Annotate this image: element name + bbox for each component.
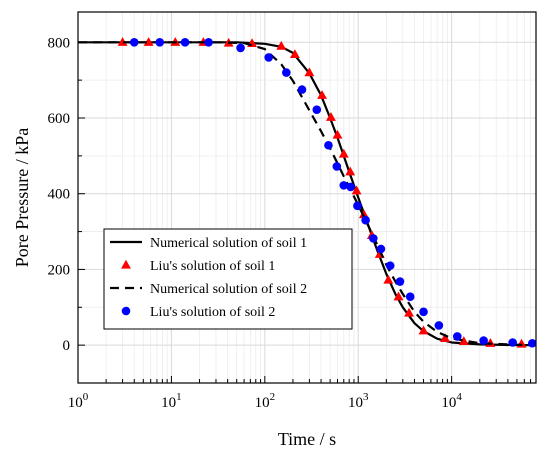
x-tick-base: 10	[68, 395, 83, 411]
y-tick-label: 400	[48, 187, 71, 203]
series-3	[78, 41, 536, 347]
triangle-marker	[332, 129, 343, 139]
triangle-marker	[351, 185, 362, 195]
triangle-marker	[440, 333, 450, 342]
x-tick-base: 10	[348, 395, 363, 411]
circle-marker	[527, 338, 536, 348]
triangle-marker	[404, 307, 414, 317]
series-2	[117, 37, 527, 348]
circle-marker	[339, 181, 349, 190]
circle-marker	[264, 53, 273, 62]
circle-marker	[453, 332, 462, 341]
circle-marker	[297, 85, 307, 94]
triangle-marker	[117, 37, 128, 46]
y-tick-label: 800	[48, 35, 71, 51]
series-line	[78, 41, 536, 347]
x-tick-label: 100	[68, 391, 89, 411]
x-axis-title: Time / s	[278, 429, 336, 449]
circle-marker	[419, 307, 428, 317]
triangle-marker	[383, 274, 394, 284]
circle-marker	[508, 338, 517, 347]
x-tick-base: 10	[255, 395, 270, 411]
axis-ticks	[77, 41, 537, 384]
triangle-marker	[317, 90, 328, 99]
legend-label: Liu's solution of soil 1	[150, 259, 275, 274]
x-tick-exponent: 2	[270, 391, 276, 403]
x-tick-base: 10	[161, 395, 176, 411]
triangle-marker	[325, 112, 336, 121]
x-tick-exponent: 1	[176, 391, 182, 403]
x-tick-exponent: 4	[456, 391, 462, 403]
triangle-marker	[393, 291, 404, 301]
circle-marker	[395, 277, 405, 286]
circle-marker	[324, 140, 333, 150]
triangle-marker	[304, 67, 315, 77]
legend-label: Numerical solution of soil 1	[150, 236, 307, 251]
legend-circle-swatch	[121, 306, 131, 316]
circle-marker	[346, 182, 355, 192]
y-axis-title: Pore Pressure / kPa	[12, 128, 32, 267]
circle-marker	[155, 37, 165, 47]
x-tick-base: 10	[441, 395, 456, 411]
circle-marker	[479, 336, 488, 345]
circle-marker	[361, 215, 370, 225]
y-tick-label: 600	[48, 111, 71, 127]
series-4	[129, 37, 536, 348]
circle-marker	[332, 162, 342, 171]
triangle-marker	[418, 325, 429, 335]
circle-marker	[369, 234, 378, 243]
x-tick-label: 104	[441, 391, 462, 411]
triangle-marker	[358, 209, 369, 219]
triangle-marker	[289, 49, 300, 59]
y-tick-label: 0	[63, 338, 71, 354]
circle-marker	[434, 321, 444, 330]
circle-marker	[385, 261, 395, 270]
y-tick-label: 200	[48, 262, 71, 278]
legend-label: Liu's solution of soil 2	[150, 305, 275, 320]
circle-marker	[282, 68, 291, 77]
circle-marker	[312, 105, 322, 114]
plot-area	[78, 37, 536, 348]
y-tick-labels: 0 200 400 600 800	[48, 35, 71, 354]
triangle-marker	[338, 148, 349, 158]
x-tick-label: 103	[348, 391, 369, 411]
triangle-marker	[276, 40, 287, 50]
triangle-marker	[516, 338, 527, 348]
circle-marker	[129, 37, 139, 47]
legend-label: Numerical solution of soil 2	[150, 282, 307, 297]
legend: Numerical solution of soil 1 Liu's soluti…	[103, 228, 353, 330]
triangle-marker	[143, 37, 154, 46]
circle-marker	[405, 292, 415, 301]
x-tick-labels: 100 101 102 103 104	[68, 391, 463, 411]
plot-frame	[77, 11, 537, 384]
triangle-marker	[345, 166, 356, 176]
legend-triangle-swatch	[121, 259, 131, 269]
circle-marker	[376, 244, 386, 254]
x-tick-label: 101	[161, 391, 182, 411]
triangle-marker	[458, 336, 469, 345]
circle-marker	[204, 37, 213, 47]
x-tick-exponent: 0	[83, 391, 89, 403]
circle-marker	[353, 201, 362, 211]
x-tick-label: 102	[255, 391, 276, 411]
circle-marker	[180, 37, 190, 47]
x-tick-exponent: 3	[363, 391, 369, 403]
legend-box	[103, 228, 353, 330]
circle-marker	[236, 43, 245, 53]
